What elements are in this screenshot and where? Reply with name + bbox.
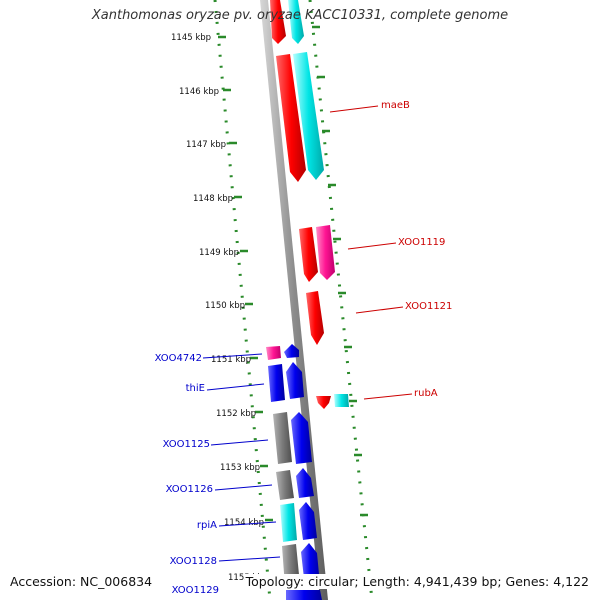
kbp-ticks — [218, 35, 273, 522]
gene-maeB-red — [276, 54, 306, 182]
kbp-labels: 1145 kbp 1146 kbp 1147 kbp 1148 kbp 1149… — [171, 33, 268, 583]
genome-title: Xanthomonas oryzae pv. oryzae KACC10331,… — [91, 8, 509, 23]
gene-label-rubA: rubA — [414, 388, 438, 399]
gene-labels-left: XOO4742 thiE XOO1125 XOO1126 rpiA XOO112… — [155, 353, 219, 596]
gene-thiE-blue2 — [286, 362, 304, 399]
gene-XOO1125-blue — [291, 412, 312, 464]
gene-maeB-cyan — [293, 52, 324, 180]
gene-rubA-cyan — [334, 394, 349, 407]
kbp-label: 1148 kbp — [193, 194, 233, 204]
gene-XOO1125-gray — [273, 412, 292, 464]
kbp-label: 1154 kbp — [224, 518, 264, 528]
gene-XOO1119-mag — [316, 225, 335, 280]
ruler-dotted-line-outer — [308, 0, 374, 601]
forward-strand-genes — [270, 0, 349, 409]
gene-labels-right: maeB XOO1119 XOO1121 rubA — [381, 100, 452, 399]
kbp-label: 1151 kbp — [211, 355, 251, 365]
gene-label-XOO1119: XOO1119 — [398, 237, 445, 248]
gene-XOO1129-blue — [286, 590, 322, 600]
kbp-label: 1146 kbp — [179, 87, 219, 97]
kbp-label: 1152 kbp — [216, 409, 256, 419]
outer-ticks — [312, 25, 368, 517]
gene-label-XOO1126: XOO1126 — [166, 484, 213, 495]
genome-summary-text: Topology: circular; Length: 4,941,439 bp… — [244, 574, 590, 589]
gene-label-maeB: maeB — [381, 100, 410, 111]
gene-XOO1126-blue — [296, 468, 314, 498]
gene-label-rpiA: rpiA — [197, 520, 217, 531]
gene-label-XOO4742: XOO4742 — [155, 353, 202, 364]
gene-red-top — [270, 0, 286, 44]
accession-text: Accession: NC_006834 — [9, 574, 154, 589]
reverse-strand-genes — [266, 344, 322, 600]
gene-label-XOO1125: XOO1125 — [163, 439, 210, 450]
gene-XOO4742-blue — [284, 344, 299, 358]
gene-thiE-blue1 — [268, 364, 285, 402]
gene-XOO1119-red — [299, 227, 318, 282]
gene-rubA-red — [316, 396, 331, 409]
label-leaders-right — [329, 105, 413, 400]
gene-XOO4742-mag — [266, 346, 281, 360]
kbp-label: 1149 kbp — [199, 248, 239, 258]
kbp-label: 1153 kbp — [220, 463, 260, 473]
gene-rpiA-blue — [299, 502, 317, 540]
gene-XOO1126-gray — [276, 470, 294, 500]
kbp-label: 1147 kbp — [186, 140, 226, 150]
ruler-dotted-line-inner — [213, 0, 272, 601]
kbp-label: 1150 kbp — [205, 301, 245, 311]
gene-rpiA-cyan — [280, 503, 297, 542]
gene-XOO1121-red — [306, 291, 324, 345]
gene-label-XOO1128: XOO1128 — [170, 556, 217, 567]
gene-label-XOO1129: XOO1129 — [172, 585, 219, 596]
kbp-label: 1145 kbp — [171, 33, 211, 43]
label-leaders-left — [202, 353, 281, 562]
gene-label-XOO1121: XOO1121 — [405, 301, 452, 312]
gene-label-thiE: thiE — [186, 383, 205, 394]
gene-cyan-top — [288, 0, 304, 44]
genome-backbone — [260, 0, 328, 600]
